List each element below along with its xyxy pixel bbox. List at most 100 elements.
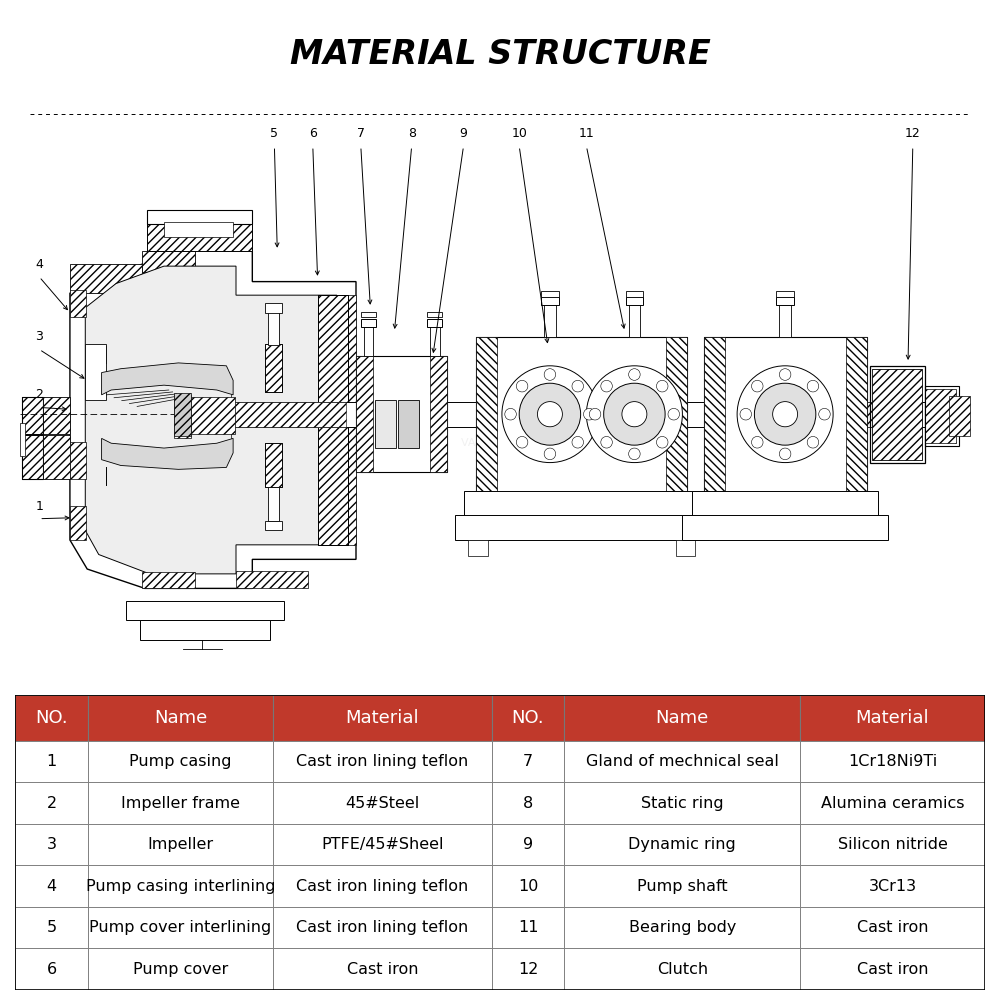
Bar [800,865,985,907]
Bar [70,290,86,317]
Bar [476,337,687,492]
Circle shape [740,408,752,420]
Text: Clutch: Clutch [657,962,708,977]
Bar [142,251,195,272]
Bar [800,782,985,824]
Bar [564,907,800,948]
Bar [15,907,88,948]
Text: 2: 2 [46,796,57,811]
Bar [626,297,643,305]
Bar [265,344,282,392]
Bar [455,515,708,540]
Circle shape [572,380,584,392]
Bar [85,344,106,400]
Circle shape [807,436,819,448]
Text: Bearing body: Bearing body [629,920,736,935]
Bar [147,224,252,251]
Circle shape [622,402,647,427]
Bar [666,337,687,492]
Circle shape [754,383,816,445]
Circle shape [668,408,680,420]
Text: Alumina ceramics: Alumina ceramics [821,796,964,811]
Bar [22,435,43,479]
Bar [339,295,356,545]
Bar [268,487,279,521]
Bar [265,443,282,487]
Circle shape [819,408,830,420]
Text: 11: 11 [579,127,594,140]
Text: 9: 9 [523,837,533,852]
Bar [185,397,235,434]
Circle shape [656,436,668,448]
Bar [22,397,43,434]
Bar [70,442,86,479]
Bar [265,443,282,487]
Bar [15,695,88,741]
Bar [15,741,88,782]
Bar [626,291,643,297]
Bar [704,337,867,492]
Text: 10: 10 [518,879,538,894]
Text: Cast iron: Cast iron [857,920,928,935]
Bar [236,571,308,588]
Bar [15,948,88,990]
Bar [430,356,447,472]
Circle shape [589,408,601,420]
Text: Pump cover interlining: Pump cover interlining [89,920,272,935]
Bar [273,865,492,907]
Text: Material: Material [856,709,929,727]
Text: Cast iron lining teflon: Cast iron lining teflon [296,879,468,894]
Text: Gland of mechnical seal: Gland of mechnical seal [586,754,779,769]
Bar [15,782,88,824]
Bar [544,303,556,337]
Text: 1Cr18Ni9Ti: 1Cr18Ni9Ti [848,754,937,769]
Bar [164,222,233,237]
Circle shape [807,380,819,392]
Bar [800,695,985,741]
Bar [682,515,888,540]
Bar [265,344,282,392]
Text: Impeller: Impeller [147,837,213,852]
Bar [427,319,442,327]
Bar [193,402,346,427]
Text: Ruitek: Ruitek [474,388,565,412]
Bar [564,824,800,865]
Bar [364,325,373,356]
Bar [541,291,559,297]
Bar [846,402,884,427]
Bar [949,396,970,436]
Bar [356,356,447,472]
Text: Dynamic ring: Dynamic ring [628,837,736,852]
Text: PTFE/45#Sheel: PTFE/45#Sheel [321,837,444,852]
Bar [629,303,640,337]
Bar [564,948,800,990]
Text: Pump cover: Pump cover [133,962,228,977]
Text: 6: 6 [309,127,317,140]
Circle shape [779,369,791,380]
Bar [273,907,492,948]
Text: VACUUM EQUIPMENT: VACUUM EQUIPMENT [461,438,578,448]
Bar [800,948,985,990]
Bar [318,295,348,545]
Text: 2: 2 [35,388,43,401]
Bar [142,572,195,588]
Text: 1: 1 [35,500,43,513]
Text: 7: 7 [357,127,365,140]
Circle shape [656,380,668,392]
Bar [356,356,373,472]
Circle shape [584,408,595,420]
Bar [361,319,376,327]
Bar [776,291,794,297]
Circle shape [572,436,584,448]
Polygon shape [85,266,337,574]
Bar [870,366,925,463]
Circle shape [779,448,791,460]
Bar [800,824,985,865]
Bar [564,695,800,741]
Bar [174,393,191,436]
Text: Silicon nitride: Silicon nitride [838,837,947,852]
Bar [492,695,564,741]
Bar [464,491,699,516]
Circle shape [586,366,682,463]
Bar [492,865,564,907]
